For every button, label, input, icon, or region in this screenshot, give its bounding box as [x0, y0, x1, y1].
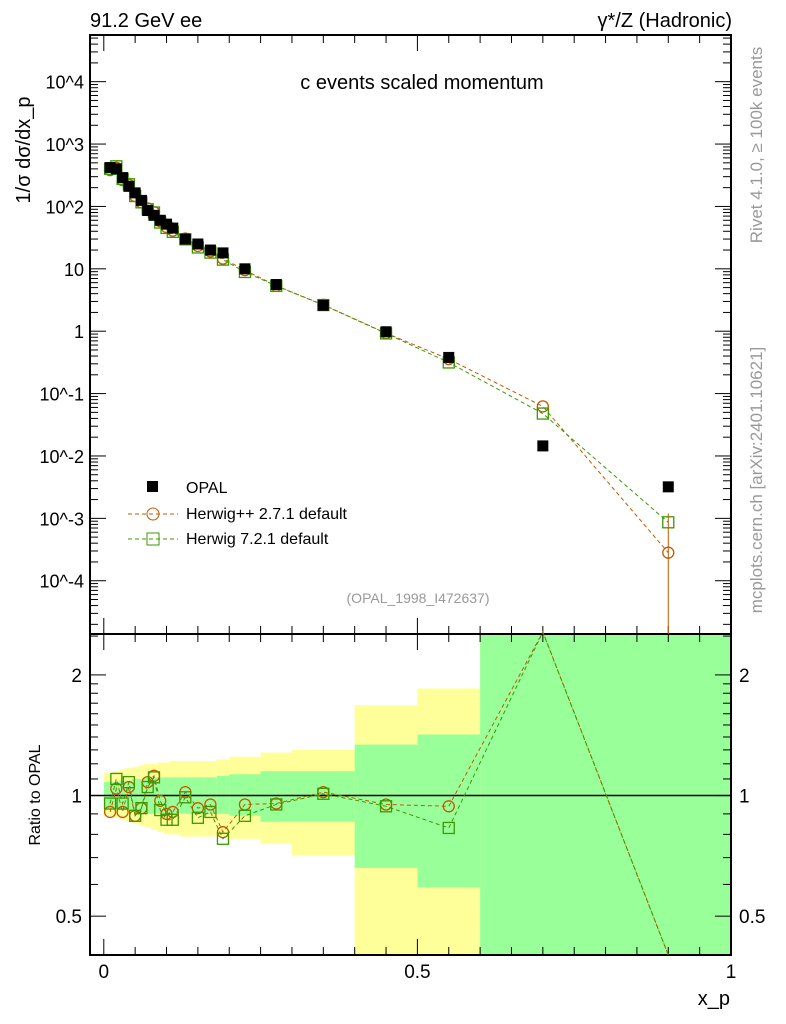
opal-data-point	[662, 481, 674, 493]
ratio-tick-label: 0.5	[56, 907, 82, 928]
opal-data-point	[110, 163, 122, 175]
mc-ratio-line	[109, 630, 669, 956]
herwig7-ratio-point	[442, 821, 455, 835]
herwig7-ratio-point	[270, 798, 283, 811]
herwig7-ratio-point	[135, 802, 148, 815]
opal-data-point	[204, 244, 216, 256]
opal-data-point	[167, 222, 179, 234]
legend-marker-herwig7	[146, 532, 160, 546]
opal-data-point	[537, 440, 549, 452]
ratio-tick-label: 2	[71, 666, 82, 687]
y-tick-label: 10^3	[46, 135, 84, 155]
header-left: 91.2 GeV ee	[90, 10, 202, 32]
herwig7-ratio-point	[216, 832, 230, 845]
band-inner-bin	[480, 634, 606, 955]
herwigpp-ratio-point	[110, 782, 123, 795]
legend-marker-herwigpp	[146, 507, 160, 521]
mc-main-line	[109, 165, 669, 523]
y-tick-label: 1	[74, 322, 84, 342]
analysis-id: (OPAL_1998_I472637)	[347, 590, 490, 606]
y-tick-label: 10^2	[46, 197, 84, 217]
ratio-y-label: Ratio to OPAL	[27, 744, 44, 845]
herwigpp-ratio-point	[442, 800, 455, 813]
opal-data-point	[192, 238, 204, 250]
legend-label-herwig7: Herwig 7.2.1 default	[186, 531, 329, 548]
legend: OPAL Herwig++ 2.7.1 default Herwig 7.2.1…	[128, 480, 348, 548]
ratio-tick-label: 1	[71, 787, 82, 808]
herwig7-ratio-point	[238, 809, 252, 822]
opal-data-point	[317, 299, 329, 311]
y-tick-label: 10^-3	[40, 509, 84, 529]
x-tick-label: 0.5	[404, 962, 430, 983]
opal-data-point	[104, 162, 116, 174]
herwigpp-ratio-point	[103, 805, 117, 819]
opal-data-point	[443, 351, 455, 363]
herwigpp-ratio-point	[154, 794, 167, 807]
ratio-tick-label: 1	[739, 787, 750, 808]
opal-data-point	[148, 209, 160, 221]
opal-data-point	[129, 187, 141, 199]
mcplots-label: mcplots.cern.ch [arXiv:2401.10621]	[747, 347, 766, 613]
data-marks	[103, 160, 675, 956]
header-right: γ*/Z (Hadronic)	[598, 10, 732, 32]
herwigpp-ratio-point	[166, 805, 179, 819]
herwig7-ratio-point	[129, 809, 142, 822]
ratio-tick-label: 2	[739, 666, 750, 687]
ratio-tick-label: 0.5	[739, 907, 765, 928]
ratio-bands	[103, 634, 731, 955]
y-tick-label: 10	[64, 260, 84, 280]
herwig7-ratio-point	[154, 803, 167, 817]
legend-marker-opal	[147, 481, 158, 492]
y-tick-label: 10^-2	[40, 447, 84, 467]
herwig7-ratio-point	[379, 800, 393, 813]
band-inner-bin	[260, 771, 292, 822]
herwigpp-main-point	[536, 400, 549, 413]
herwigpp-ratio-point	[204, 798, 217, 811]
opal-data-point	[117, 172, 129, 184]
x-axis-label: x_p	[698, 988, 730, 1010]
herwigpp-ratio-point	[116, 805, 129, 819]
opal-data-point	[380, 326, 392, 338]
opal-data-point	[142, 205, 154, 217]
band-inner-bin	[417, 734, 481, 888]
y-tick-label: 10^4	[46, 73, 84, 93]
herwig7-ratio-point	[110, 772, 123, 786]
herwig7-ratio-point	[204, 805, 217, 819]
y-tick-label: 10^-1	[40, 385, 84, 405]
opal-data-point	[179, 233, 191, 245]
x-tick-label: 1	[726, 962, 737, 983]
ratio-frame	[89, 633, 732, 956]
opal-data-point	[154, 214, 166, 226]
x-tick-label: 0	[99, 962, 110, 983]
band-inner-bin	[605, 634, 731, 955]
legend-label-opal: OPAL	[186, 480, 228, 497]
rivet-label: Rivet 4.1.0, ≥ 100k events	[747, 47, 766, 243]
herwig7-ratio-point	[116, 797, 129, 810]
herwig7-ratio-point	[160, 813, 173, 826]
herwig7-ratio-point	[122, 775, 136, 789]
herwig7-ratio-point	[317, 787, 330, 800]
opal-data-point	[123, 180, 135, 192]
opal-data-point	[161, 218, 173, 230]
y-tick-label: 10^-4	[40, 572, 84, 592]
chart-title: c events scaled momentum	[300, 72, 543, 94]
herwig7-ratio-point	[147, 771, 161, 784]
herwig7-ratio-point	[191, 811, 205, 824]
herwig7-ratio-point	[166, 813, 179, 826]
opal-data-point	[135, 194, 147, 206]
opal-data-point	[270, 279, 282, 291]
opal-data-point	[217, 247, 229, 259]
legend-label-herwigpp: Herwig++ 2.7.1 default	[186, 506, 348, 523]
herwig7-ratio-point	[141, 780, 154, 794]
opal-data-point	[239, 263, 251, 275]
herwig7-main-point	[536, 407, 549, 420]
y-axis-label: 1/σ dσ/dx_p	[13, 97, 35, 204]
herwig7-ratio-point	[103, 797, 117, 810]
herwig7-ratio-point	[179, 791, 192, 804]
band-inner-bin	[291, 771, 355, 822]
